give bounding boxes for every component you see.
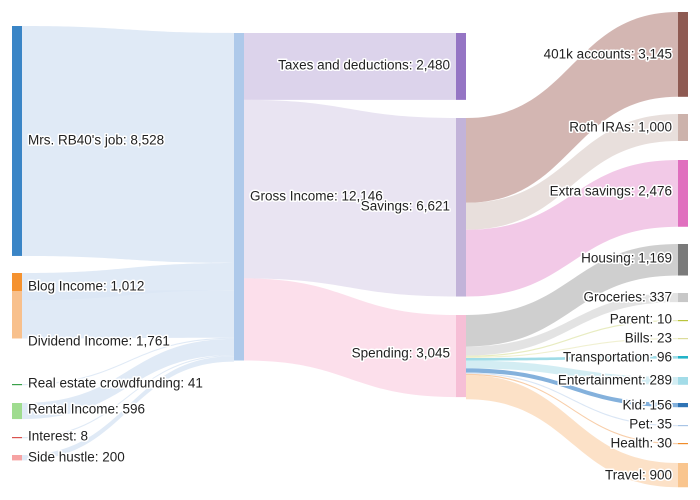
node-kid	[678, 403, 688, 408]
label-parent: Parent: 10	[610, 312, 672, 327]
label-k401: 401k accounts: 3,145	[544, 47, 672, 62]
link-spending-to-entertain	[466, 360, 678, 385]
label-groceries: Groceries: 337	[583, 290, 672, 305]
label-bills: Bills: 23	[625, 331, 672, 346]
node-sidehustle	[12, 455, 22, 461]
link-gross-to-savings	[244, 99, 456, 297]
label-realestate: Real estate crowdfunding: 41	[28, 376, 203, 391]
node-pet	[678, 425, 688, 427]
link-spending-to-pet	[466, 372, 678, 427]
node-interest	[12, 437, 22, 439]
node-blog	[12, 273, 22, 301]
link-savings-to-roth	[466, 114, 678, 230]
link-spending-to-housing	[466, 244, 678, 347]
node-taxes	[456, 33, 466, 100]
node-realestate	[12, 384, 22, 386]
node-parent	[678, 320, 688, 322]
label-job: Mrs. RB40's job: 8,528	[28, 133, 164, 148]
label-dividend: Dividend Income: 1,761	[28, 334, 170, 349]
link-gross-to-taxes	[244, 33, 456, 100]
link-spending-to-kid	[466, 368, 678, 408]
node-job	[12, 26, 22, 256]
label-taxes: Taxes and deductions: 2,480	[278, 58, 450, 73]
label-sidehustle: Side hustle: 200	[28, 450, 125, 465]
links-layer	[22, 12, 678, 488]
label-extra: Extra savings: 2,476	[550, 184, 672, 199]
link-spending-to-parent	[466, 320, 678, 357]
node-savings	[456, 118, 466, 297]
node-housing	[678, 244, 688, 276]
link-rental-to-gross	[22, 338, 234, 420]
label-travel: Travel: 900	[605, 468, 672, 483]
label-gross: Gross Income: 12,146	[250, 189, 383, 204]
labels-layer: Mrs. RB40's job: 8,528 Blog Income: 1,012…	[27, 45, 674, 484]
node-rental	[12, 403, 22, 420]
label-spending: Spending: 3,045	[352, 346, 450, 361]
link-savings-to-extra	[466, 160, 678, 297]
label-interest: Interest: 8	[28, 429, 88, 444]
node-health	[678, 443, 688, 445]
label-pet: Pet: 35	[629, 417, 672, 432]
node-extra	[678, 160, 688, 227]
link-spending-to-travel	[466, 374, 678, 488]
label-blog: Blog Income: 1,012	[28, 279, 144, 294]
link-interest-to-gross	[22, 354, 234, 439]
link-gross-to-spending	[244, 278, 456, 398]
node-k401	[678, 12, 688, 97]
label-housing: Housing: 1,169	[581, 251, 672, 266]
label-kid: Kid: 156	[622, 398, 672, 413]
link-spending-to-transport	[466, 356, 678, 361]
label-health: Health: 30	[610, 436, 672, 451]
node-gross	[234, 33, 244, 361]
link-spending-to-bills	[466, 338, 678, 359]
node-entertain	[678, 377, 688, 385]
link-dividend-to-gross	[22, 290, 234, 339]
link-spending-to-health	[466, 373, 678, 445]
node-dividend	[12, 291, 22, 339]
label-savings: Savings: 6,621	[361, 199, 450, 214]
label-transport: Transportation: 96	[563, 350, 672, 365]
link-savings-to-k401	[466, 12, 678, 203]
node-bills	[678, 338, 688, 340]
node-transport	[678, 356, 688, 359]
node-groceries	[678, 293, 688, 303]
label-entertain: Entertainment: 289	[558, 373, 672, 388]
link-job-to-gross	[22, 26, 234, 263]
link-realestate-to-gross	[22, 337, 234, 386]
node-travel	[678, 463, 688, 488]
link-sidehustle-to-gross	[22, 356, 234, 461]
link-spending-to-groceries	[466, 293, 678, 356]
label-rental: Rental Income: 596	[28, 402, 145, 417]
node-spending	[456, 315, 466, 398]
label-roth: Roth IRAs: 1,000	[569, 120, 672, 135]
node-roth	[678, 114, 688, 141]
nodes-layer	[12, 12, 688, 488]
